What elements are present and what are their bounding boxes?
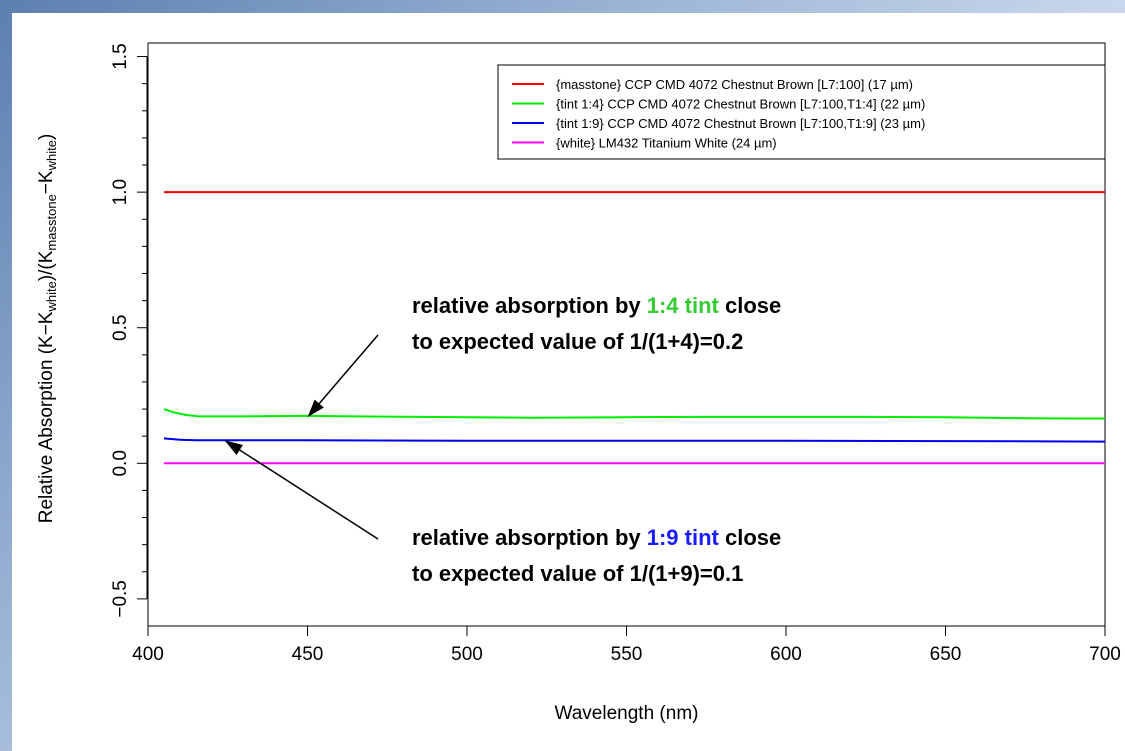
annotation-2-line-2: to expected value of 1/(1+9)=0.1 — [412, 561, 743, 586]
y-tick-label: 0.0 — [110, 450, 131, 476]
y-axis-label-subscript: masstone — [44, 194, 59, 250]
line-chart: 400 450 500 550 600 650 700 −0.5 0.0 0.5 1.0 1.5 Wav… — [36, 42, 1121, 724]
x-tick-label-700: 700 — [1089, 644, 1121, 665]
y-tick-label: 0.5 — [110, 315, 131, 341]
y-axis-label: Relative Absorption (K−Kwhite)/(Kmasston… — [36, 134, 59, 524]
annotation-1-arrow — [316, 334, 379, 408]
legend-label-0: {masstone} CCP CMD 4072 Chestnut Brown [… — [556, 77, 913, 92]
y-axis-label-subscript: white — [44, 281, 59, 312]
series-line-2 — [163, 437, 1106, 443]
x-tick-label-600: 600 — [770, 644, 802, 665]
annotation-text-segment: close — [719, 293, 781, 318]
annotation-1-line-1: relative absorption by 1:4 tint close — [412, 293, 781, 318]
y-axis-label-subscript: white — [44, 140, 59, 171]
x-axis-label: Wavelength (nm) — [555, 703, 699, 724]
x-tick-label-400: 400 — [132, 644, 164, 665]
chart-frame: 400 450 500 550 600 650 700 −0.5 0.0 0.5 1.0 1.5 Wav… — [12, 13, 1125, 751]
annotation-text-segment: 1:9 tint — [647, 525, 720, 550]
annotation-text-segment: 1:4 tint — [647, 293, 720, 318]
annotation-1-arrowhead — [307, 399, 324, 418]
y-axis-label-part: −K — [36, 170, 57, 194]
annotation-1-line-2: to expected value of 1/(1+4)=0.2 — [412, 329, 743, 354]
annotation-text-segment: relative absorption by — [412, 293, 647, 318]
y-axis-label-part: ) — [36, 134, 57, 140]
legend-label-3: {white} LM432 Titanium White (24 µm) — [556, 136, 777, 151]
annotation-2-line-1: relative absorption by 1:9 tint close — [412, 525, 781, 550]
legend-label-1: {tint 1:4} CCP CMD 4072 Chestnut Brown [… — [556, 97, 925, 112]
x-tick-label-450: 450 — [292, 644, 324, 665]
annotation-text-segment: to expected value of 1/(1+4)=0.2 — [412, 329, 743, 354]
series-line-1 — [163, 408, 1105, 420]
annotation-text-segment: close — [719, 525, 781, 550]
annotation-2-arrowhead — [224, 440, 243, 456]
x-tick-label-500: 500 — [451, 644, 483, 665]
y-tick-label: 1.5 — [110, 43, 131, 69]
y-axis-label-part: )/(K — [36, 250, 57, 281]
y-axis-label-part: Relative Absorption (K−K — [36, 311, 57, 523]
annotation-text-segment: relative absorption by — [412, 525, 647, 550]
y-tick-label: −0.5 — [110, 580, 131, 618]
x-tick-label-550: 550 — [611, 644, 643, 665]
x-tick-label-650: 650 — [930, 644, 962, 665]
annotation-text-segment: to expected value of 1/(1+9)=0.1 — [412, 561, 743, 586]
legend-label-2: {tint 1:9} CCP CMD 4072 Chestnut Brown [… — [556, 116, 925, 131]
y-tick-label: 1.0 — [110, 179, 131, 205]
annotation-2-arrow — [235, 447, 379, 540]
legend-box — [497, 64, 1106, 160]
